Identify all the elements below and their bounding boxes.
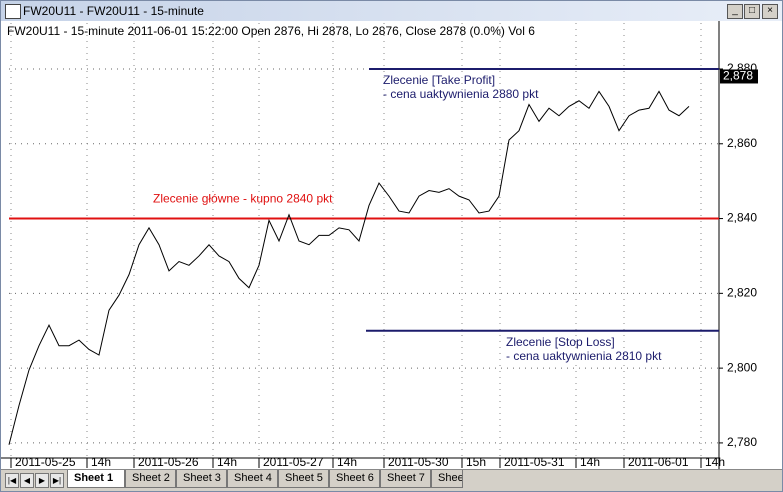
x-tick-label: 2011-05-27: [263, 455, 324, 469]
app-icon: [5, 4, 21, 19]
chart-background: [1, 21, 782, 469]
x-tick-label: 14h: [91, 455, 111, 469]
sheet-tab[interactable]: Sheet 6: [329, 470, 380, 488]
level-annotation: Zlecenie [Stop Loss]: [506, 335, 615, 349]
maximize-button[interactable]: □: [744, 4, 760, 19]
sheet-tab[interactable]: Sheet 7: [380, 470, 431, 488]
sheet-tab[interactable]: Sheet 3: [176, 470, 227, 488]
level-annotation: Zlecenie [Take Profit]: [383, 73, 495, 87]
close-button[interactable]: ×: [762, 4, 778, 19]
price-line: [8, 90, 690, 445]
level-annotation: Zlecenie główne - kupno 2840 pkt: [153, 192, 333, 206]
y-tick-label: 2,860: [727, 136, 757, 150]
x-tick-label: 14h: [580, 455, 600, 469]
y-tick-label: 2,840: [727, 211, 757, 225]
last-price-box: [720, 69, 758, 84]
y-tick-label: 2,820: [727, 286, 757, 300]
x-tick-label: 15h: [466, 455, 486, 469]
sheet-tab[interactable]: Sheet 5: [278, 470, 329, 488]
last-price-label: 2,878: [723, 69, 753, 83]
nav-first[interactable]: |◀: [5, 473, 19, 488]
x-tick-label: 2011-05-25: [15, 455, 76, 469]
nav-last[interactable]: ▶|: [50, 473, 64, 488]
x-tick-label: 2011-05-31: [504, 455, 565, 469]
minimize-button[interactable]: _: [727, 4, 743, 19]
title-bar: FW20U11 - FW20U11 - 15-minute _ □ ×: [1, 1, 782, 21]
sheet-tabs: |◀ ◀ ▶ ▶| Sheet 1 Sheet 2 Sheet 3 Sheet 4 Sh…: [1, 469, 782, 490]
y-tick-label: 2,800: [727, 360, 757, 374]
chart: FW20U11 - 15-minute 2011-06-01 15:22:00 …: [1, 21, 782, 469]
chart-header: FW20U11 - 15-minute 2011-06-01 15:22:00 …: [7, 24, 535, 38]
nav-next[interactable]: ▶: [35, 473, 49, 488]
y-tick-label: 2,780: [727, 435, 757, 449]
sheet-tab[interactable]: Sheet 8: [431, 470, 463, 488]
x-tick-label: 2011-05-26: [138, 455, 199, 469]
sheet-tab[interactable]: Sheet 1: [67, 470, 125, 488]
level-annotation: - cena uaktywnienia 2810 pkt: [506, 349, 662, 363]
sheet-tab[interactable]: Sheet 2: [125, 470, 176, 488]
x-tick-label: 14h: [217, 455, 237, 469]
nav-prev[interactable]: ◀: [20, 473, 34, 488]
x-tick-label: 14h: [705, 455, 725, 469]
level-annotation: - cena uaktywnienia 2880 pkt: [383, 87, 539, 101]
sheet-tab[interactable]: Sheet 4: [227, 470, 278, 488]
window-title: FW20U11 - FW20U11 - 15-minute: [23, 4, 204, 18]
x-tick-label: 2011-06-01: [628, 455, 689, 469]
x-tick-label: 2011-05-30: [388, 455, 449, 469]
x-tick-label: 14h: [337, 455, 357, 469]
